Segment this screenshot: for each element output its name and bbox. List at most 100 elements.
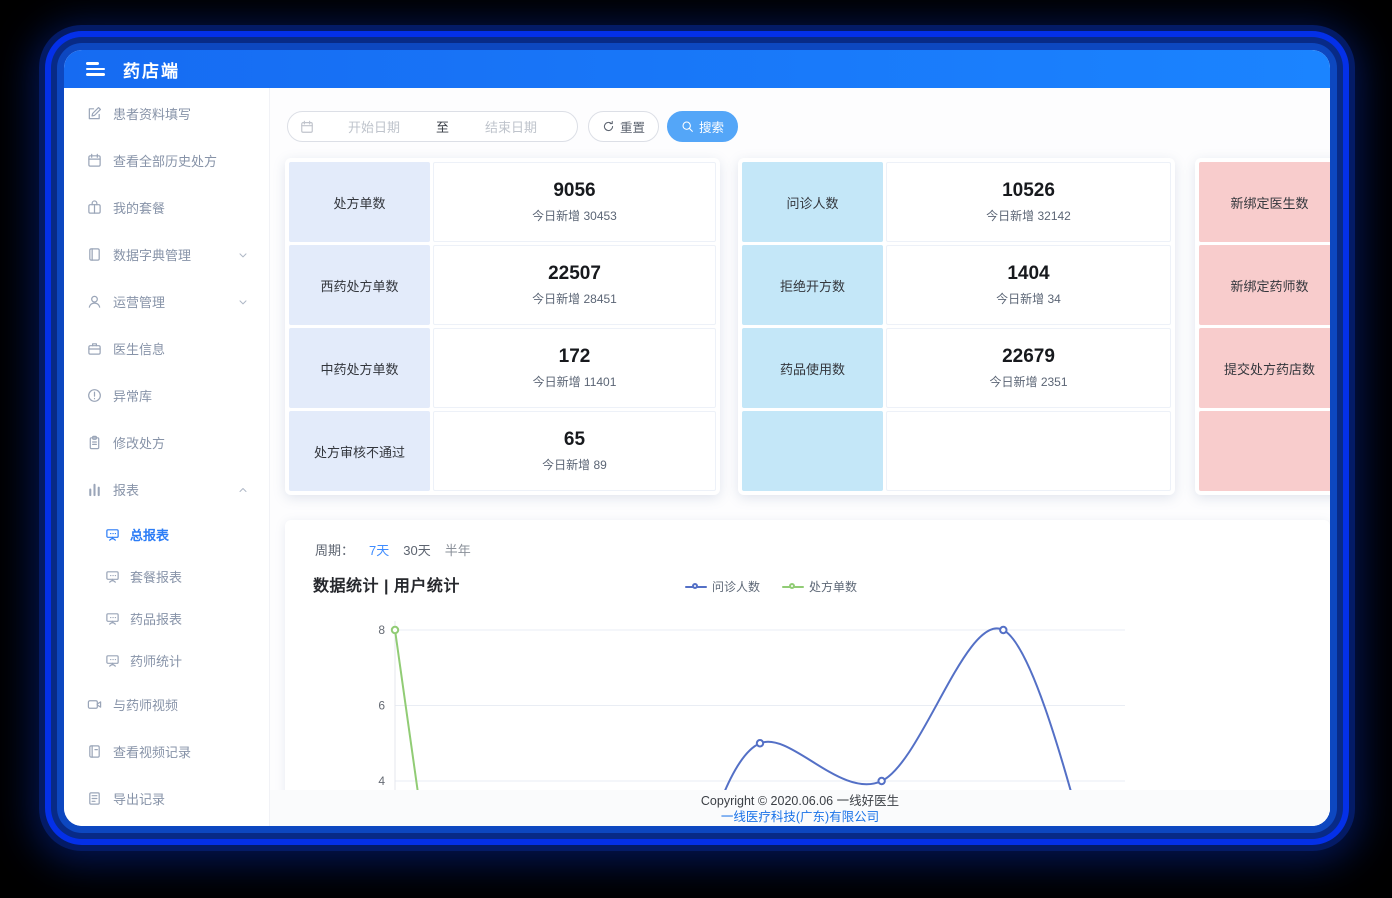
sidebar-item-7[interactable]: 修改处方 [64, 419, 269, 466]
stat-sub-label: 今日新增 2351 [989, 375, 1068, 389]
sidebar-subitem-label: 套餐报表 [130, 569, 183, 585]
series-line-处方单数 [394, 629, 424, 826]
sidebar-item-4[interactable]: 运营管理 [64, 278, 269, 325]
stat-label: 处方单数 [289, 162, 430, 242]
legend-item[interactable]: 处方单数 [782, 578, 857, 595]
sidebar-item-label: 与药师视频 [113, 698, 179, 713]
app-window: 药店端 患者资料填写查看全部历史处方我的套餐数据字典管理运营管理医生信息异常库修… [64, 50, 1330, 826]
copyright-text: Copyright © 2020.06.06 一线好医生 [700, 794, 900, 808]
sidebar-item-10[interactable]: 查看视频记录 [64, 728, 269, 775]
calendar-icon [87, 153, 102, 168]
sidebar-item-0[interactable]: 患者资料填写 [64, 90, 269, 137]
legend-marker-icon [782, 582, 805, 591]
stat-label: 问诊人数 [742, 162, 883, 242]
sidebar-item-9[interactable]: 与药师视频 [64, 681, 269, 728]
stat-label: 西药处方单数 [289, 245, 430, 325]
chart-legend: 问诊人数 处方单数 [685, 578, 857, 595]
sidebar-item-label: 数据字典管理 [113, 248, 192, 263]
sidebar-subitem-label: 总报表 [130, 527, 170, 543]
sidebar-subitem-8-2[interactable]: 药品报表 [64, 597, 269, 639]
data-point-marker [390, 625, 400, 635]
stat-row [1199, 411, 1330, 491]
legend-label: 问诊人数 [712, 580, 761, 594]
search-icon [681, 120, 694, 133]
sidebar-item-label: 报表 [113, 483, 140, 498]
chevron-down-icon [237, 249, 249, 261]
header-bar: 药店端 [64, 50, 1330, 88]
main-content: 开始日期 至 结束日期 重置 搜索 处方单数 9056 今日新增 30453 西药处方… [270, 88, 1330, 826]
sidebar-subitem-8-1[interactable]: 套餐报表 [64, 555, 269, 597]
stat-value: 22679 [1002, 346, 1055, 367]
calendar-icon [300, 120, 314, 134]
search-button[interactable]: 搜索 [667, 111, 739, 142]
dictionary-icon [87, 247, 102, 262]
stat-sub-label: 今日新增 28451 [532, 292, 617, 306]
stat-value-cell [886, 411, 1171, 491]
stat-label [742, 411, 883, 491]
date-range-input[interactable]: 开始日期 至 结束日期 [287, 111, 578, 142]
sidebar-item-5[interactable]: 医生信息 [64, 325, 269, 372]
period-selector: 周期： 7天 30天 半年 [315, 540, 471, 559]
sidebar-item-1[interactable]: 查看全部历史处方 [64, 137, 269, 184]
data-point-marker [755, 739, 765, 748]
period-tab-1[interactable]: 30天 [403, 543, 431, 558]
chart-card: 周期： 7天 30天 半年 数据统计 | 用户统计 问诊人数 处方单数 8 6 4 [285, 520, 1330, 826]
stat-row: 新绑定医生数 [1199, 162, 1330, 242]
clipboard-icon [87, 435, 102, 450]
sidebar-subitem-label: 药品报表 [130, 611, 183, 627]
board-icon [105, 611, 120, 626]
stat-sub-label: 今日新增 89 [542, 458, 607, 472]
sidebar-item-label: 患者资料填写 [113, 107, 192, 122]
video-record-icon [87, 744, 102, 759]
data-point-marker [877, 776, 886, 786]
stat-sub-label: 今日新增 30453 [532, 209, 617, 223]
stat-label: 新绑定药师数 [1199, 245, 1330, 325]
stat-value-cell: 9056 今日新增 30453 [433, 162, 716, 242]
reset-button[interactable]: 重置 [588, 111, 660, 142]
period-tab-2[interactable]: 半年 [444, 543, 471, 558]
stat-group-blue: 处方单数 9056 今日新增 30453 西药处方单数 22507 今日新增 28451 中… [285, 158, 720, 495]
sidebar-item-label: 医生信息 [113, 342, 166, 357]
series-line-问诊人数 [709, 627, 1082, 826]
package-icon [87, 200, 102, 215]
company-link[interactable]: 一线医疗科技(广东)有限公司 [720, 810, 880, 824]
stat-sub-label: 今日新增 32142 [986, 209, 1071, 223]
end-date-input[interactable]: 结束日期 [485, 120, 538, 135]
stat-group-pink: 新绑定医生数 新绑定药师数 提交处方药店数 [1195, 158, 1330, 495]
sidebar-item-label: 查看全部历史处方 [113, 154, 218, 169]
sidebar-nav: 患者资料填写查看全部历史处方我的套餐数据字典管理运营管理医生信息异常库 修改处方报… [64, 88, 270, 826]
sidebar-item-2[interactable]: 我的套餐 [64, 184, 269, 231]
sidebar-subitem-8-3[interactable]: 药师统计 [64, 639, 269, 681]
stat-value: 65 [563, 429, 586, 450]
period-tab-0[interactable]: 7天 [369, 543, 390, 558]
stat-row: 问诊人数 10526 今日新增 32142 [742, 162, 1171, 242]
stat-value: 172 [558, 346, 591, 367]
date-separator: 至 [436, 120, 450, 135]
hamburger-menu-icon[interactable] [86, 62, 106, 76]
y-axis-tick-label: 8 [378, 623, 385, 637]
stat-value-cell: 1404 今日新增 34 [886, 245, 1171, 325]
stat-label: 药品使用数 [742, 328, 883, 408]
edit-icon [87, 106, 102, 121]
sidebar-item-3[interactable]: 数据字典管理 [64, 231, 269, 278]
legend-item[interactable]: 问诊人数 [685, 578, 760, 595]
stat-value-cell: 22507 今日新增 28451 [433, 245, 716, 325]
sidebar-item-6[interactable]: 异常库 [64, 372, 269, 419]
y-axis-tick-label: 6 [378, 699, 385, 713]
sidebar-item-11[interactable]: 导出记录 [64, 775, 269, 822]
board-icon [105, 569, 120, 584]
period-label: 周期： [315, 543, 355, 558]
bar-chart-icon [87, 482, 102, 497]
footer: Copyright © 2020.06.06 一线好医生 一线医疗科技(广东)有… [270, 790, 1330, 826]
board-icon [105, 653, 120, 668]
chevron-down-icon [237, 296, 249, 308]
video-icon [87, 697, 102, 712]
legend-marker-icon [685, 582, 707, 591]
stat-label: 处方审核不通过 [289, 411, 430, 491]
legend-label: 处方单数 [809, 580, 858, 594]
start-date-input[interactable]: 开始日期 [347, 120, 400, 135]
stat-row [742, 411, 1171, 491]
sidebar-subitem-8-0[interactable]: 总报表 [64, 513, 269, 555]
sidebar-item-8[interactable]: 报表 [64, 466, 269, 513]
stat-label: 新绑定医生数 [1199, 162, 1330, 242]
